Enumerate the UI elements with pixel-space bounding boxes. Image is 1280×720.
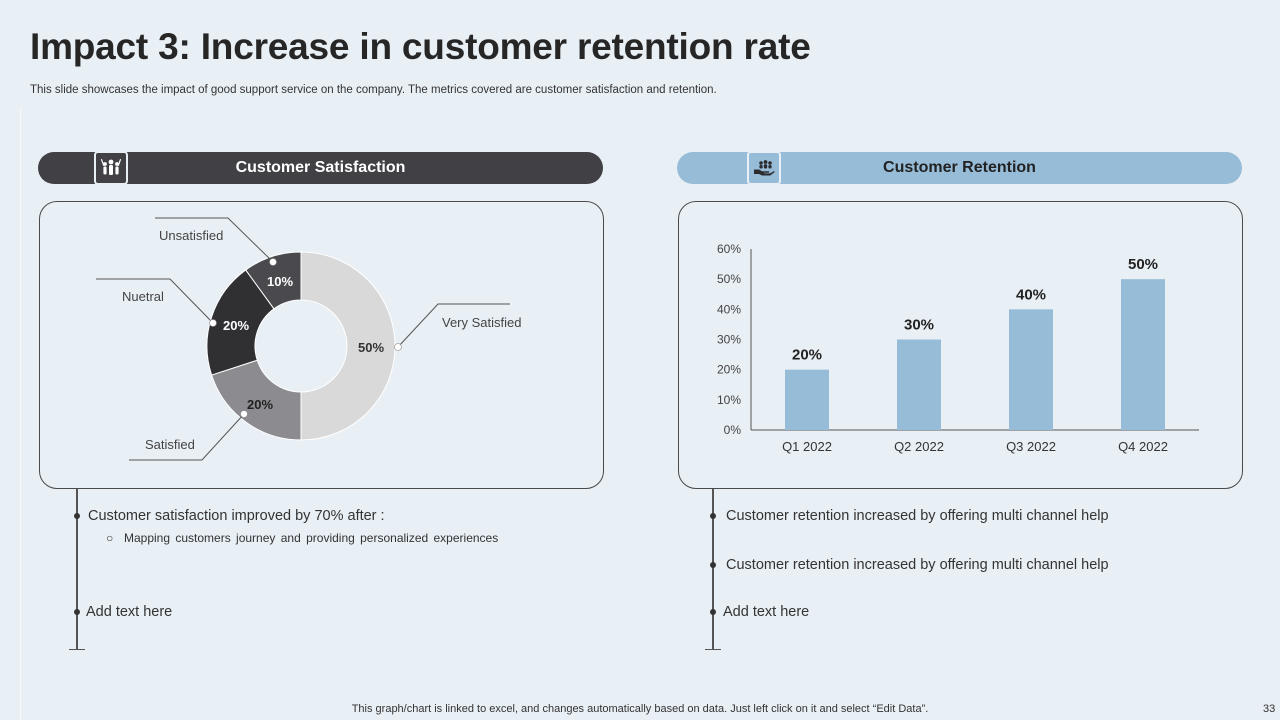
leader-dot-unsatisfied xyxy=(269,258,277,266)
left-bullet-1: Customer satisfaction improved by 70% af… xyxy=(88,508,385,524)
y-tick-label: 60% xyxy=(717,242,741,256)
hand-holding-people-icon xyxy=(747,151,781,185)
donut-value-nuetral: 20% xyxy=(223,318,249,333)
y-tick-label: 50% xyxy=(717,272,741,286)
y-tick-label: 30% xyxy=(717,333,741,347)
left-bullet-dot-1 xyxy=(74,513,80,519)
donut-label-satisfied: Satisfied xyxy=(145,437,195,452)
customer-satisfaction-header: Customer Satisfaction xyxy=(38,151,603,185)
y-tick-label: 10% xyxy=(717,393,741,407)
footer-note: This graph/chart is linked to excel, and… xyxy=(351,703,929,715)
x-tick-label: Q2 2022 xyxy=(894,439,944,454)
x-tick-label: Q1 2022 xyxy=(782,439,832,454)
leader-line-nuetral xyxy=(96,278,214,324)
bar-q3-2022 xyxy=(1009,309,1053,430)
satisfaction-chart-panel xyxy=(39,201,604,489)
left-bullet-2: Add text here xyxy=(86,604,173,620)
customer-retention-title: Customer Retention xyxy=(883,159,1036,176)
left-timeline-cap xyxy=(69,649,85,650)
leader-line-satisfied xyxy=(129,413,245,461)
customer-retention-header: Customer Retention xyxy=(677,151,1242,185)
retention-bar-chart: 0% 10% 20% 30% 40% 50% 60% 20% Q1 2022 30% Q2 2022… xyxy=(717,242,1199,454)
left-sub-bullet-marker: ○ xyxy=(106,531,114,545)
x-tick-label: Q4 2022 xyxy=(1118,439,1168,454)
leader-line-very-satisfied xyxy=(397,303,510,348)
donut-label-nuetral: Nuetral xyxy=(122,289,164,304)
donut-value-very-satisfied: 50% xyxy=(358,340,384,355)
right-bullet-dot-2 xyxy=(710,562,716,568)
right-bullet-1: Customer retention increased by offering… xyxy=(726,508,1109,524)
x-tick-label: Q3 2022 xyxy=(1006,439,1056,454)
page-number: 33 xyxy=(1263,703,1276,715)
donut-slice-very-satisfied xyxy=(300,251,396,441)
page-subtitle: This slide showcases the impact of good … xyxy=(30,84,717,96)
customer-satisfaction-title: Customer Satisfaction xyxy=(235,159,406,176)
y-tick-label: 20% xyxy=(717,363,741,377)
right-bullet-dot-3 xyxy=(710,609,716,615)
donut-value-satisfied: 20% xyxy=(247,397,273,412)
donut-label-unsatisfied: Unsatisfied xyxy=(159,228,223,243)
donut-slice-unsatisfied xyxy=(245,251,302,310)
right-bullet-3: Add text here xyxy=(723,604,810,620)
left-bullet-dot-2 xyxy=(74,609,80,615)
y-tick-label: 40% xyxy=(717,302,741,316)
bar-q1-2022 xyxy=(785,369,829,430)
right-bullet-2: Customer retention increased by offering… xyxy=(726,557,1109,573)
page-title: Impact 3: Increase in customer retention… xyxy=(30,26,811,67)
left-timeline-line xyxy=(76,489,78,650)
bar-q4-2022 xyxy=(1121,279,1165,430)
people-group-icon xyxy=(94,151,128,185)
bar-value-label: 40% xyxy=(1016,286,1046,303)
right-timeline-cap xyxy=(705,649,721,650)
bar-value-label: 20% xyxy=(792,347,822,364)
right-timeline-line xyxy=(712,489,714,650)
donut-label-very-satisfied: Very Satisfied xyxy=(442,315,522,330)
leader-dot-very-satisfied xyxy=(394,343,402,351)
y-tick-label: 0% xyxy=(724,423,742,437)
bar-q2-2022 xyxy=(897,339,941,430)
right-bullet-dot-1 xyxy=(710,513,716,519)
divider xyxy=(20,108,21,720)
left-sub-bullet-1: Mapping customers journey and providing … xyxy=(124,531,499,545)
leader-dot-nuetral xyxy=(209,319,217,327)
leader-line-unsatisfied xyxy=(155,217,274,263)
bar-value-label: 50% xyxy=(1128,256,1158,273)
leader-dot-satisfied xyxy=(240,410,248,418)
donut-value-unsatisfied: 10% xyxy=(267,274,293,289)
retention-chart-panel xyxy=(678,201,1243,489)
bar-value-label: 30% xyxy=(904,317,934,334)
